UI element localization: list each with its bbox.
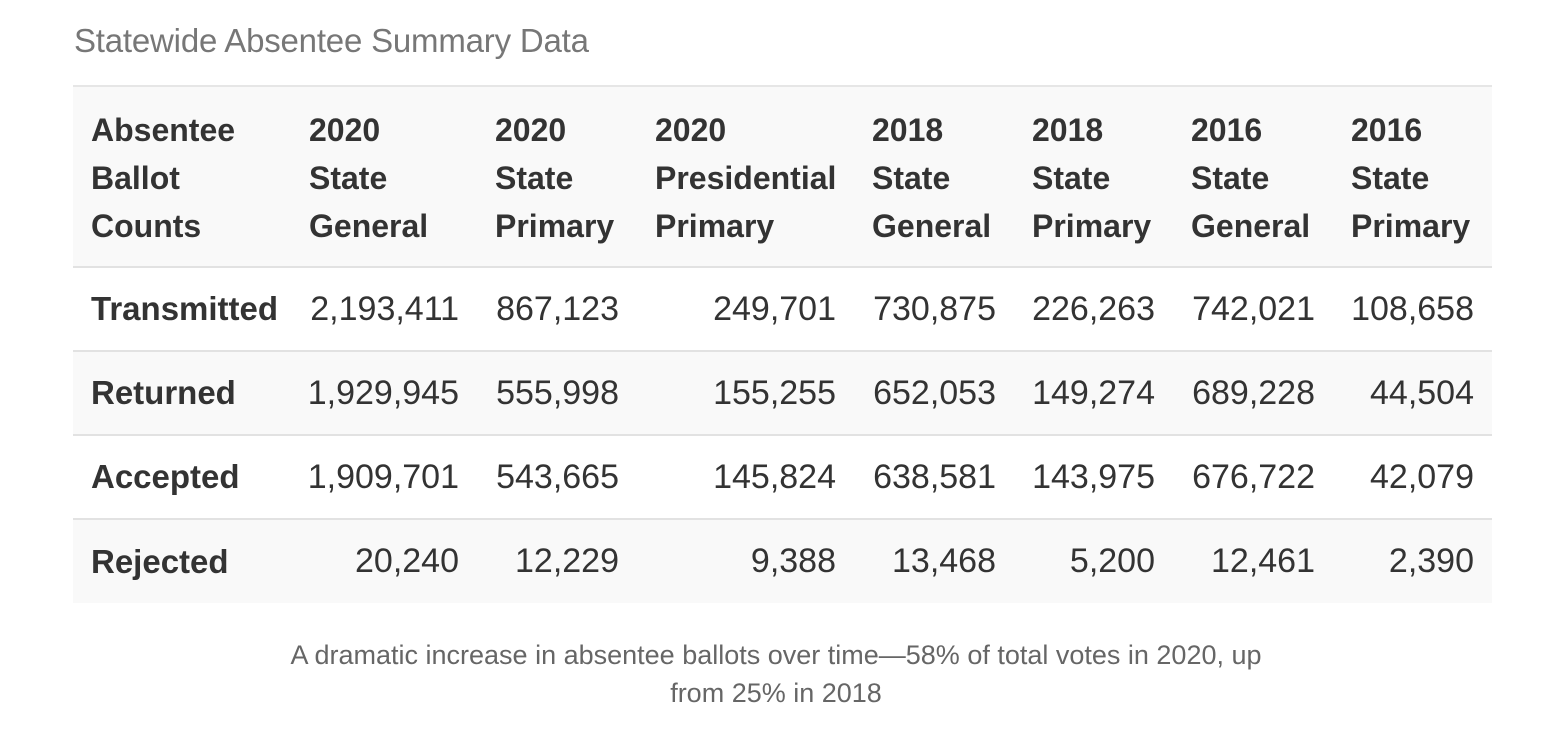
- table-cell: 42,079: [1333, 434, 1492, 519]
- table-cell: 638,581: [854, 434, 1014, 519]
- header-line: State: [1032, 159, 1111, 196]
- table-cell: 5,200: [1014, 518, 1173, 603]
- table-cell: 143,975: [1014, 434, 1173, 519]
- header-line: 2018: [1032, 111, 1104, 148]
- column-header-2018-state-primary: 2018 State Primary: [1014, 87, 1173, 267]
- header-line: Primary: [655, 207, 775, 244]
- table-cell: 555,998: [477, 350, 637, 435]
- column-header-2018-state-general: 2018 State General: [854, 87, 1014, 267]
- header-line: General: [309, 207, 429, 244]
- header-line: State: [1191, 159, 1270, 196]
- table-cell: 249,701: [637, 266, 854, 351]
- header-line: General: [1191, 207, 1311, 244]
- row-label: Returned: [73, 350, 291, 435]
- caption-line-2: from 25% in 2018: [670, 678, 882, 708]
- header-line: 2016: [1191, 111, 1263, 148]
- table-cell: 2,390: [1333, 518, 1492, 603]
- table-title: Statewide Absentee Summary Data: [74, 22, 589, 59]
- table-cell: 44,504: [1333, 350, 1492, 435]
- column-header-absentee-ballot-counts: Absentee Ballot Counts: [73, 87, 291, 267]
- header-line: 2020: [309, 111, 381, 148]
- column-header-2016-state-primary: 2016 State Primary: [1333, 87, 1492, 267]
- column-header-2020-state-primary: 2020 State Primary: [477, 87, 637, 267]
- table-row-transmitted: Transmitted 2,193,411 867,123 249,701 73…: [73, 266, 1492, 351]
- table-cell: 742,021: [1173, 266, 1333, 351]
- table-cell: 9,388: [637, 518, 854, 603]
- header-line: Presidential: [655, 159, 837, 196]
- header-line: General: [872, 207, 992, 244]
- table-cell: 226,263: [1014, 266, 1173, 351]
- table-cell: 149,274: [1014, 350, 1173, 435]
- header-line: 2020: [495, 111, 567, 148]
- table-cell: 2,193,411: [291, 266, 477, 351]
- table-cell: 867,123: [477, 266, 637, 351]
- row-label: Accepted: [73, 434, 291, 519]
- header-line: Primary: [1351, 207, 1471, 244]
- table-caption: A dramatic increase in absentee ballots …: [0, 636, 1552, 712]
- column-header-2020-presidential-primary: 2020 Presidential Primary: [637, 87, 854, 267]
- header-line: Counts: [91, 207, 202, 244]
- table-row-returned: Returned 1,929,945 555,998 155,255 652,0…: [73, 350, 1492, 435]
- header-line: State: [1351, 159, 1430, 196]
- table-cell: 730,875: [854, 266, 1014, 351]
- column-header-2020-state-general: 2020 State General: [291, 87, 477, 267]
- table-cell: 676,722: [1173, 434, 1333, 519]
- absentee-summary-table: Absentee Ballot Counts 2020 State Genera…: [73, 87, 1492, 603]
- header-line: Primary: [1032, 207, 1152, 244]
- table-cell: 108,658: [1333, 266, 1492, 351]
- header-line: State: [309, 159, 388, 196]
- table-cell: 689,228: [1173, 350, 1333, 435]
- table-cell: 652,053: [854, 350, 1014, 435]
- table-cell: 1,929,945: [291, 350, 477, 435]
- caption-line-1: A dramatic increase in absentee ballots …: [290, 640, 1262, 670]
- table-cell: 543,665: [477, 434, 637, 519]
- header-line: 2020: [655, 111, 727, 148]
- table-cell: 12,461: [1173, 518, 1333, 603]
- header-line: 2018: [872, 111, 944, 148]
- table-header-row: Absentee Ballot Counts 2020 State Genera…: [73, 87, 1492, 267]
- table-cell: 13,468: [854, 518, 1014, 603]
- table-cell: 1,909,701: [291, 434, 477, 519]
- header-line: 2016: [1351, 111, 1423, 148]
- table-row-rejected: Rejected 20,240 12,229 9,388 13,468 5,20…: [73, 518, 1492, 603]
- table-cell: 12,229: [477, 518, 637, 603]
- table-cell: 20,240: [291, 518, 477, 603]
- header-line: Primary: [495, 207, 615, 244]
- table-cell: 155,255: [637, 350, 854, 435]
- header-line: Ballot: [91, 159, 180, 196]
- table-cell: 145,824: [637, 434, 854, 519]
- absentee-summary-table-wrapper: Absentee Ballot Counts 2020 State Genera…: [73, 85, 1492, 603]
- header-line: Absentee: [91, 111, 236, 148]
- table-row-accepted: Accepted 1,909,701 543,665 145,824 638,5…: [73, 434, 1492, 519]
- header-line: State: [495, 159, 574, 196]
- row-label: Rejected: [73, 518, 291, 603]
- header-line: State: [872, 159, 951, 196]
- column-header-2016-state-general: 2016 State General: [1173, 87, 1333, 267]
- row-label: Transmitted: [73, 266, 291, 351]
